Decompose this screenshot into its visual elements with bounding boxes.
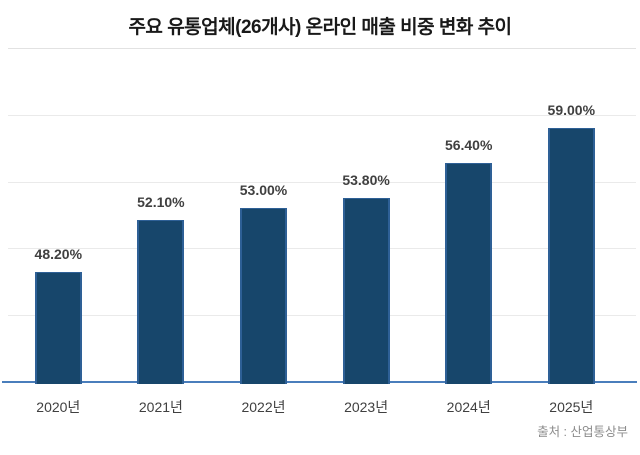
value-label-2020년: 48.20% bbox=[34, 246, 83, 263]
x-label-2024년: 2024년 bbox=[446, 399, 491, 415]
x-label-2020년: 2020년 bbox=[36, 399, 81, 415]
chart-title: 주요 유통업체(26개사) 온라인 매출 비중 변화 추이 bbox=[128, 17, 512, 38]
source-note: 출처 : 산업통상부 bbox=[537, 425, 628, 439]
value-label-2025년: 59.00% bbox=[547, 102, 596, 119]
value-label-2022년: 53.00% bbox=[239, 182, 288, 199]
bar-2020년 bbox=[34, 272, 82, 384]
gridline-60 bbox=[8, 114, 636, 116]
value-label-2021년: 52.10% bbox=[137, 194, 185, 211]
gridline-65 bbox=[8, 48, 636, 49]
x-label-2023년: 2023년 bbox=[344, 399, 389, 415]
value-label-2024년: 56.40% bbox=[444, 136, 493, 153]
x-axis-line bbox=[2, 381, 637, 383]
gridline-55 bbox=[8, 181, 636, 183]
x-label-2022년: 2022년 bbox=[241, 399, 286, 415]
x-label-2021년: 2021년 bbox=[138, 399, 183, 415]
value-label-2023년: 53.80% bbox=[342, 171, 390, 188]
x-label-2025년: 2025년 bbox=[549, 399, 594, 415]
bar-2025년 bbox=[547, 128, 595, 384]
bar-2023년 bbox=[342, 197, 390, 384]
gridline-45 bbox=[8, 315, 636, 317]
bar-2021년 bbox=[137, 220, 185, 384]
bar-2024년 bbox=[445, 162, 493, 384]
gridline-50 bbox=[8, 248, 636, 250]
bar-2022년 bbox=[240, 208, 287, 384]
